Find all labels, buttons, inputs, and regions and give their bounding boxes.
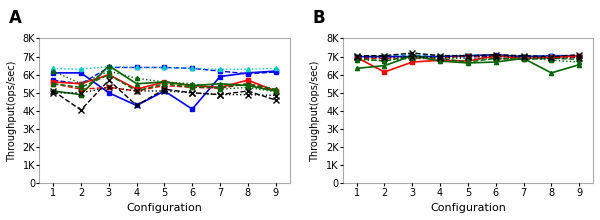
Text: B: B [313, 9, 325, 27]
X-axis label: Configuration: Configuration [430, 203, 506, 213]
Y-axis label: Throughput(ops/sec): Throughput(ops/sec) [310, 60, 320, 162]
X-axis label: Configuration: Configuration [127, 203, 202, 213]
Text: A: A [9, 9, 22, 27]
Y-axis label: Throughput(ops/sec): Throughput(ops/sec) [7, 60, 17, 162]
